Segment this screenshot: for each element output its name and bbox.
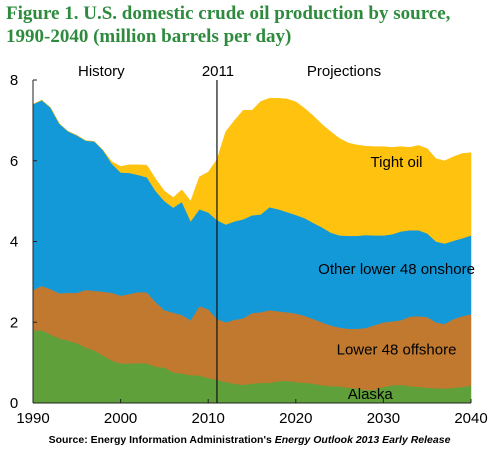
y-tick-label: 0 xyxy=(10,395,18,412)
y-tick-label: 2 xyxy=(10,314,18,331)
source-prefix: Source: Energy Information Administratio… xyxy=(48,434,275,446)
chart-title: Figure 1. U.S. domestic crude oil produc… xyxy=(6,3,451,47)
y-tick-label: 6 xyxy=(10,153,18,170)
annotations: 2011 History Projections Tight oil Other low… xyxy=(78,63,475,403)
x-tick-label: 2040 xyxy=(454,410,487,427)
y-tick-label: 8 xyxy=(10,72,18,89)
x-tick-label: 2010 xyxy=(192,410,225,427)
source-publication: Energy Outlook 2013 Early Release xyxy=(274,434,451,446)
series-label-lower-48-offshore: Lower 48 offshore xyxy=(337,342,457,359)
divider-year-label: 2011 xyxy=(202,63,234,80)
series-label-alaska: Alaska xyxy=(348,386,394,403)
series-label-other-lower-48-onshore: Other lower 48 onshore xyxy=(318,261,475,278)
axes: 0 2 4 6 8 1990 2000 2010 2020 2030 2040 xyxy=(10,72,488,427)
source-note: Source: Energy Information Administratio… xyxy=(0,434,499,446)
stacked-area-chart: 0 2 4 6 8 1990 2000 2010 2020 2030 2040 2011 Histor… xyxy=(10,63,488,427)
x-tick-label: 1990 xyxy=(16,410,49,427)
area-tight-oil xyxy=(32,97,472,244)
x-tick-label: 2000 xyxy=(104,410,137,427)
series-label-tight-oil: Tight oil xyxy=(371,154,423,171)
history-label: History xyxy=(78,63,125,80)
y-tick-label: 4 xyxy=(10,234,18,251)
x-tick-label: 2020 xyxy=(279,410,312,427)
x-tick-label: 2030 xyxy=(367,410,400,427)
projections-label: Projections xyxy=(307,63,381,80)
